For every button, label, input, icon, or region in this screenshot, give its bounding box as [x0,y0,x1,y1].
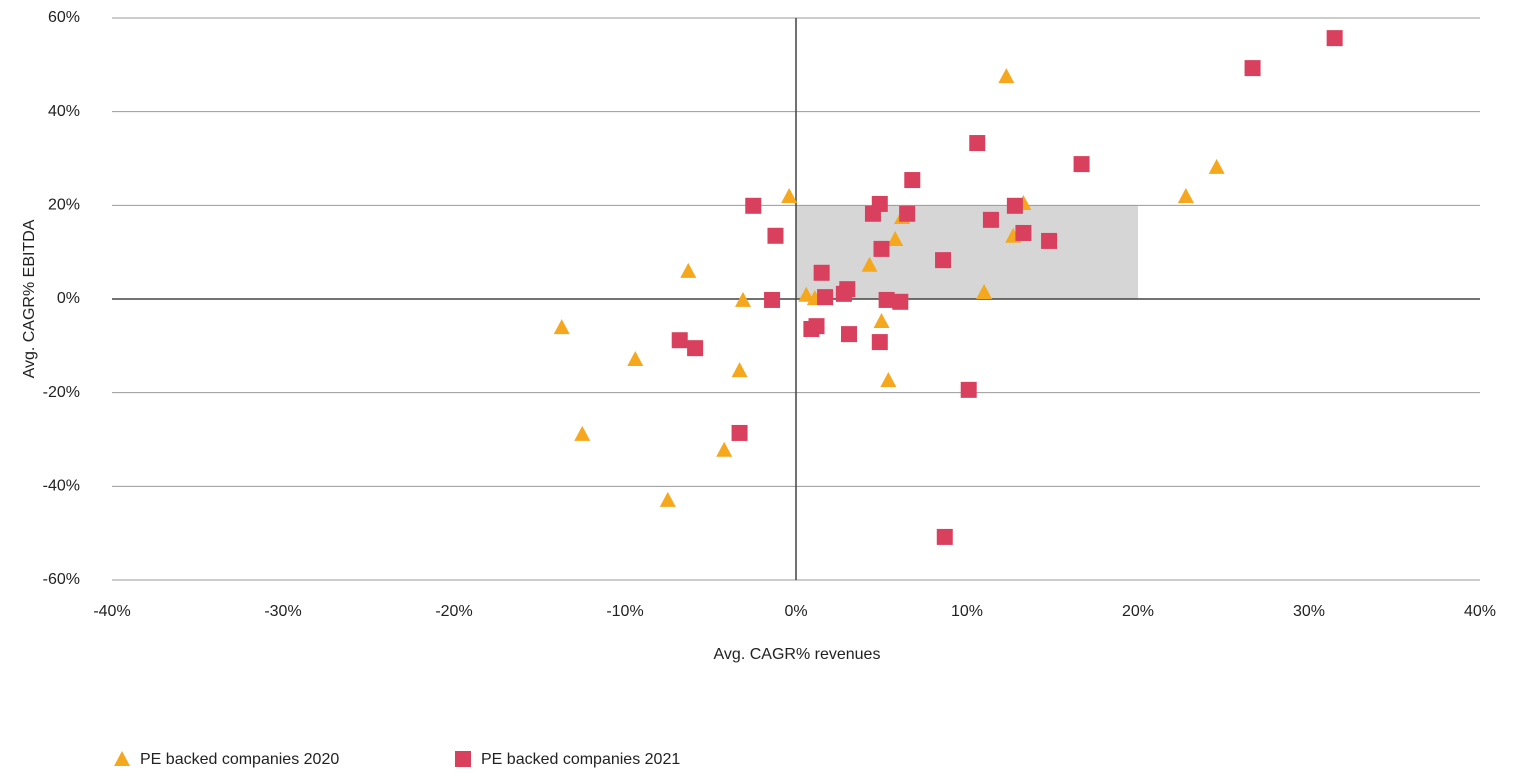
square-marker [873,240,890,257]
y-tick-label: 0% [57,290,80,307]
square-marker [731,424,748,441]
legend-item: PE backed companies 2021 [455,751,680,768]
triangle-marker [734,291,751,307]
y-tick-label: -40% [43,478,80,495]
legend-swatch [455,751,471,767]
x-tick-label: 30% [1293,603,1325,620]
triangle-marker [574,425,591,441]
y-tick-label: -20% [43,384,80,401]
square-marker [899,205,916,222]
legend-label: PE backed companies 2021 [481,751,680,768]
square-marker [817,289,834,306]
y-tick-label: -60% [43,571,80,588]
marks-layer [112,17,1480,581]
legend-label: PE backed companies 2020 [140,751,339,768]
x-axis-title: Avg. CAGR% revenues [714,646,881,663]
square-marker [892,293,909,310]
square-marker [745,197,762,214]
square-marker [1326,30,1343,47]
triangle-marker [798,286,815,302]
x-tick-label: -40% [93,603,130,620]
square-marker [878,291,895,308]
triangle-marker [781,187,798,203]
square-marker [969,135,986,152]
square-marker [813,264,830,281]
triangle-marker [976,283,993,299]
square-marker [935,252,952,269]
square-marker [808,318,825,335]
square-marker [839,281,856,298]
y-tick-label: 20% [48,197,80,214]
legend-swatch [114,751,130,766]
square-marker [871,334,888,351]
square-marker [1041,232,1058,249]
triangle-marker [880,372,897,388]
triangle-marker [716,441,733,457]
x-tick-label: 20% [1122,603,1154,620]
triangle-marker [861,256,878,272]
square-marker [767,227,784,244]
square-marker [960,381,977,398]
triangle-marker [627,350,644,366]
triangle-marker [553,319,570,335]
triangle-marker [680,262,697,278]
y-axis-title: Avg. CAGR% EBITDA [21,219,38,378]
y-tick-label: 60% [48,9,80,26]
x-tick-label: 0% [784,603,807,620]
triangle-marker [1208,158,1225,174]
y-tick-label: 40% [48,103,80,120]
triangle-marker [887,231,904,247]
triangle-marker [998,68,1015,84]
square-marker [671,332,688,349]
x-tick-label: -10% [606,603,643,620]
square-marker [871,195,888,212]
square-marker [1244,60,1261,77]
x-tick-label: 10% [951,603,983,620]
square-marker [1015,224,1032,241]
x-tick-label: -30% [264,603,301,620]
triangle-marker [873,313,890,329]
triangle-marker [1177,187,1194,203]
square-marker [936,528,953,545]
square-marker [982,211,999,228]
triangle-marker [731,362,748,378]
square-marker [687,340,704,357]
triangle-marker [659,491,676,507]
square-marker [904,172,921,189]
x-tick-label: -20% [435,603,472,620]
square-marker [1073,156,1090,173]
square-marker [1006,197,1023,214]
legend-item: PE backed companies 2020 [114,751,339,768]
square-marker [841,326,858,343]
x-tick-label: 40% [1464,603,1496,620]
square-marker [764,291,781,308]
